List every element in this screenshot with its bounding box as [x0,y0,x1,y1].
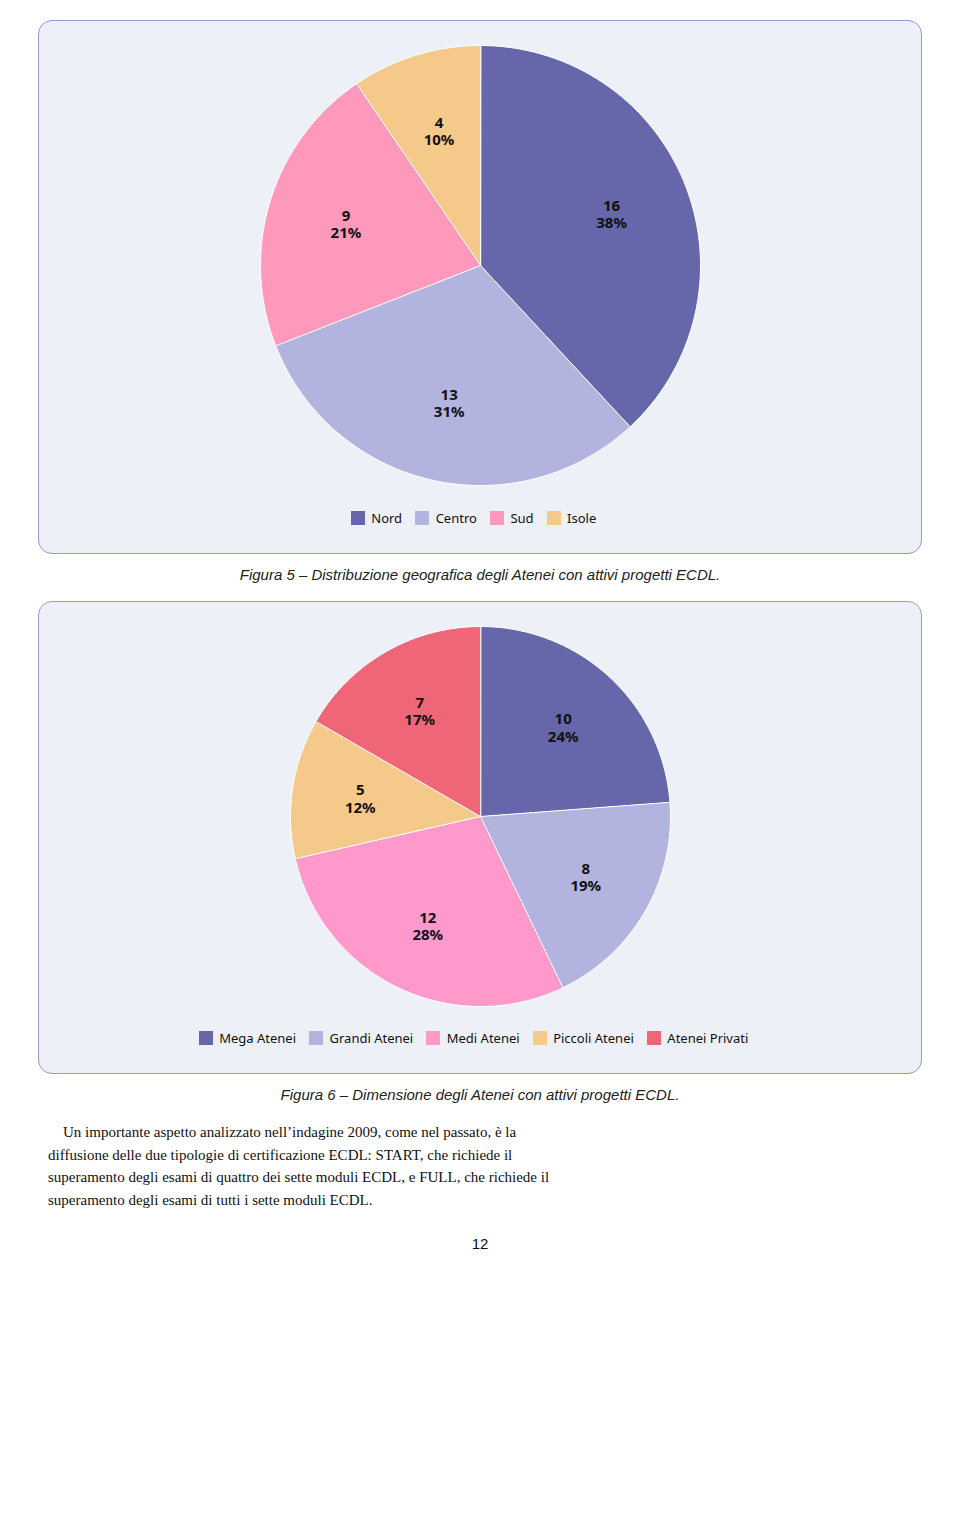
svg-text:410%: 410% [424,112,455,149]
svg-text:1331%: 1331% [434,384,465,421]
html-text:Piccoli Atenei: Piccoli Atenei [553,1029,634,1047]
svg-text:1024%: 1024% [548,708,579,745]
html-text:superamento degli esami di qua: superamento degli esami di quattro dei s… [48,1169,550,1185]
html-text:Atenei Privati: Atenei Privati [667,1029,749,1047]
svg-text:1228%: 1228% [412,906,443,943]
svg-text:1638%: 1638% [596,195,627,232]
html-text:Figura 5 – Distribuzione geogr: Figura 5 – Distribuzione geografica degl… [239,565,721,583]
svg-text:512%: 512% [345,779,376,816]
html-text:Sud: Sud [510,508,534,527]
html-text:Medi Atenei: Medi Atenei [446,1029,520,1047]
html-text:Mega Atenei: Mega Atenei [219,1029,296,1047]
html-text:superamento degli esami di tut: superamento degli esami di tutti i sette… [48,1191,373,1208]
svg-text:717%: 717% [404,692,435,729]
html-text:Grandi Atenei: Grandi Atenei [329,1029,414,1047]
html-text:12: 12 [471,1235,489,1252]
html-text:Un importante aspetto analizza: Un importante aspetto analizzato nell’in… [48,1124,517,1140]
svg-text:819%: 819% [570,858,601,895]
html-text:Figura 6 – Dimensione degli At: Figura 6 – Dimensione degli Atenei con a… [280,1086,680,1103]
html-text:diffusione delle due tipologie: diffusione delle due tipologie di certif… [48,1146,513,1163]
html-text:Nord: Nord [371,508,403,527]
svg-text:921%: 921% [331,205,362,242]
html-text:Centro: Centro [435,508,477,527]
html-text:Isole: Isole [567,508,597,527]
